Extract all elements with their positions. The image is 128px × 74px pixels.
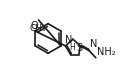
Text: H: H bbox=[69, 43, 75, 52]
Text: NH₂: NH₂ bbox=[97, 47, 115, 57]
Text: N: N bbox=[90, 39, 97, 49]
Text: S: S bbox=[76, 43, 82, 53]
Text: N: N bbox=[65, 35, 72, 45]
Text: CH₃: CH₃ bbox=[30, 24, 46, 33]
Text: O: O bbox=[30, 21, 38, 31]
